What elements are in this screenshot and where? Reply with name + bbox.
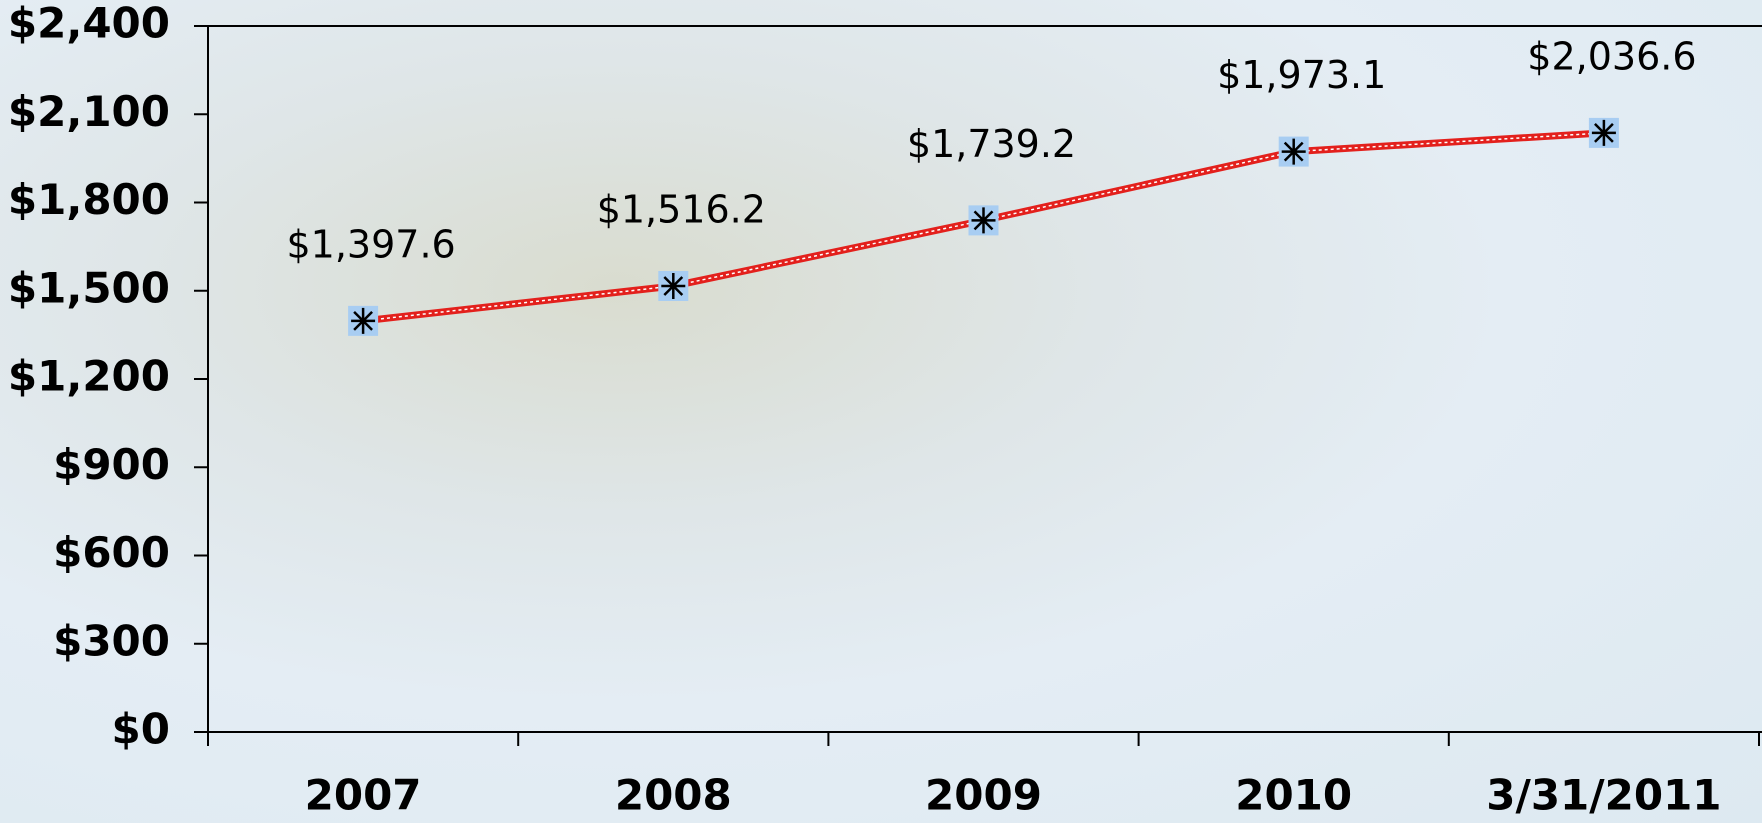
y-tick-label: $2,100: [8, 87, 170, 136]
data-label: $1,397.6: [286, 222, 455, 266]
x-tick-label: 2007: [305, 771, 422, 820]
y-tick-label: $300: [53, 616, 170, 665]
x-tick-label: 3/31/2011: [1486, 771, 1721, 820]
data-label: $1,973.1: [1217, 53, 1386, 97]
marker-star: [661, 272, 686, 299]
y-tick-label: $1,200: [8, 352, 170, 401]
x-tick-label: 2010: [1235, 771, 1352, 820]
marker-star: [1281, 138, 1306, 165]
y-tick-label: $2,400: [8, 0, 170, 48]
x-tick-label: 2009: [925, 771, 1042, 820]
marker-star: [351, 307, 376, 334]
y-tick-label: $1,500: [8, 263, 170, 312]
x-tick-label: 2008: [615, 771, 732, 820]
data-label: $2,036.6: [1527, 34, 1696, 78]
y-tick-label: $900: [53, 440, 170, 489]
data-label: $1,516.2: [597, 187, 766, 231]
y-tick-label: $0: [112, 705, 170, 754]
y-tick-label: $600: [53, 528, 170, 577]
y-tick-label: $1,800: [8, 175, 170, 224]
data-label: $1,739.2: [907, 122, 1076, 166]
line-pattern: [363, 132, 1604, 322]
marker-star: [1591, 119, 1616, 146]
marker-star: [971, 207, 996, 234]
